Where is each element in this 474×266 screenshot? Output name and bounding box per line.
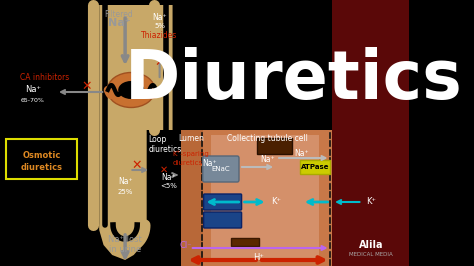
Text: Thiazides: Thiazides xyxy=(141,31,178,40)
Text: Na⁺: Na⁺ xyxy=(260,156,275,164)
Text: Collecting tubule cell: Collecting tubule cell xyxy=(227,134,308,143)
Text: K⁺-sparing: K⁺-sparing xyxy=(173,151,210,157)
Text: Loop: Loop xyxy=(148,135,167,144)
Text: 5%: 5% xyxy=(154,23,165,29)
Polygon shape xyxy=(211,135,319,260)
Text: in urine: in urine xyxy=(109,246,141,255)
Text: ✕: ✕ xyxy=(131,159,142,172)
Text: Na⁺ lost: Na⁺ lost xyxy=(108,235,142,244)
Bar xyxy=(257,138,292,154)
Text: Na⁺: Na⁺ xyxy=(118,177,132,186)
Text: ✕: ✕ xyxy=(155,56,165,69)
Text: Alila: Alila xyxy=(359,240,383,250)
Text: diuretics: diuretics xyxy=(148,146,182,155)
Polygon shape xyxy=(181,130,332,266)
Polygon shape xyxy=(86,5,173,260)
Text: Na⁺: Na⁺ xyxy=(25,85,41,94)
Text: Cl⁻: Cl⁻ xyxy=(179,240,192,250)
Text: K⁺: K⁺ xyxy=(366,197,376,206)
Text: Na⁺: Na⁺ xyxy=(202,160,217,168)
Text: ✕: ✕ xyxy=(160,165,168,175)
Ellipse shape xyxy=(108,73,155,107)
Text: Na⁺: Na⁺ xyxy=(295,149,310,159)
Text: ATPase: ATPase xyxy=(301,164,329,170)
Text: Lumen: Lumen xyxy=(179,134,204,143)
Text: diuretics: diuretics xyxy=(20,164,63,172)
Text: <5%: <5% xyxy=(160,183,177,189)
Text: Filtered: Filtered xyxy=(105,10,134,19)
Text: Na⁺: Na⁺ xyxy=(161,173,175,182)
Text: Diuretics: Diuretics xyxy=(125,47,462,113)
Text: MEDICAL MEDIA: MEDICAL MEDIA xyxy=(349,252,393,257)
FancyBboxPatch shape xyxy=(204,194,242,210)
Polygon shape xyxy=(181,130,203,266)
Polygon shape xyxy=(332,0,409,266)
FancyBboxPatch shape xyxy=(203,156,239,182)
Text: Osmotic: Osmotic xyxy=(22,151,61,160)
FancyBboxPatch shape xyxy=(204,212,242,228)
Ellipse shape xyxy=(118,81,144,99)
Text: ENaC: ENaC xyxy=(211,166,230,172)
FancyBboxPatch shape xyxy=(6,139,77,179)
Text: H⁺: H⁺ xyxy=(254,253,264,263)
Text: K⁺: K⁺ xyxy=(271,197,281,206)
Text: diuretics: diuretics xyxy=(173,160,203,166)
Text: 25%: 25% xyxy=(118,189,133,195)
Bar xyxy=(300,160,329,174)
Bar xyxy=(231,238,259,246)
Text: Na⁺: Na⁺ xyxy=(108,18,130,28)
Text: Na⁺: Na⁺ xyxy=(152,14,167,23)
Text: 65-70%: 65-70% xyxy=(21,98,45,102)
Text: CA inhibitors: CA inhibitors xyxy=(20,73,70,82)
Text: ✕: ✕ xyxy=(81,80,91,93)
